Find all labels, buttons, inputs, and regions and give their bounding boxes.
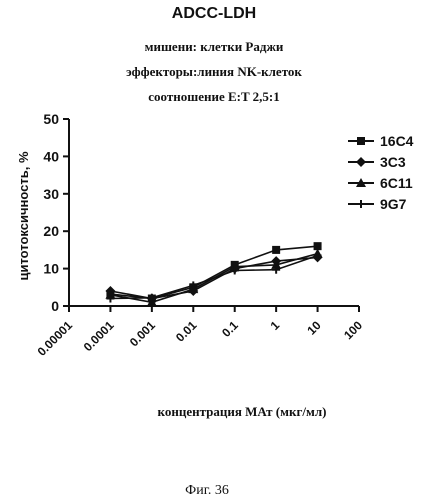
x-tick-label: 100 xyxy=(341,318,365,342)
x-tick-label: 1 xyxy=(268,318,283,333)
chart-subtitle-line-1: мишени: клетки Раджи xyxy=(145,39,284,54)
y-tick-label: 50 xyxy=(43,111,59,127)
x-tick-label: 0.00001 xyxy=(35,318,76,359)
legend-item-3C3: 3C3 xyxy=(348,154,406,170)
y-tick-label: 10 xyxy=(43,261,59,277)
legend-marker xyxy=(357,137,365,145)
x-tick-label: 10 xyxy=(304,318,324,338)
legend-label: 6C11 xyxy=(380,175,413,191)
legend-marker xyxy=(357,200,365,208)
x-tick-label: 0.01 xyxy=(173,318,200,345)
y-axis-label: цитотоксичность, % xyxy=(16,151,31,280)
legend: 16C4 3C3 6C11 9G7 xyxy=(348,133,414,212)
series-line-16C4 xyxy=(110,246,317,298)
x-tick-label: 0.001 xyxy=(127,318,158,349)
legend-marker xyxy=(356,157,366,167)
x-tick-label: 0.0001 xyxy=(81,318,117,354)
y-tick-label: 0 xyxy=(51,298,59,314)
legend-item-9G7: 9G7 xyxy=(348,196,407,212)
y-tick-label: 40 xyxy=(43,148,59,164)
chart-subtitle-line-2: эффекторы:линия NK-клеток xyxy=(126,64,302,79)
data-point-16C4 xyxy=(272,246,280,254)
x-tick-label: 0.1 xyxy=(219,318,241,340)
figure-caption: Фиг. 36 xyxy=(185,483,229,498)
legend-label: 16C4 xyxy=(380,133,414,149)
chart-subtitle-line-3: соотношение E:T 2,5:1 xyxy=(148,89,280,104)
y-tick-label: 20 xyxy=(43,223,59,239)
x-axis-label: концентрация МАт (мкг/мл) xyxy=(158,404,327,419)
legend-label: 3C3 xyxy=(380,154,406,170)
legend-item-6C11: 6C11 xyxy=(348,175,413,191)
legend-label: 9G7 xyxy=(380,196,407,212)
plot-area: 0 10 20 30 40 50 0.000010.0001 0.001 0.01 0.1 1 10 1… xyxy=(35,111,366,359)
legend-item-16C4: 16C4 xyxy=(348,133,414,149)
chart-title: ADCC-LDH xyxy=(172,5,256,22)
y-tick-label: 30 xyxy=(43,186,59,202)
